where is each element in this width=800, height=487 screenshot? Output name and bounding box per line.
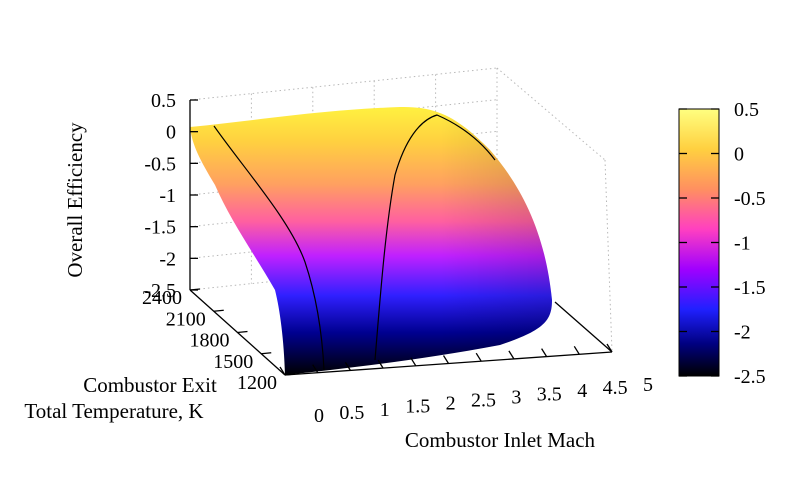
- z-tick-label-3: -1: [159, 185, 176, 207]
- z-tick-label-6: -2.5: [144, 280, 176, 302]
- x-tick-label-6: 3: [511, 386, 521, 408]
- grid-line-right-top: [496, 67, 606, 161]
- x-tick-label-3: 1.5: [405, 396, 430, 418]
- y-axis-label-line-2: Total Temperature, K: [24, 399, 203, 423]
- x-tick-9: [573, 345, 580, 355]
- x-tick-10: [606, 343, 613, 353]
- y-tick-label-3: 2100: [166, 308, 206, 330]
- x-axis-edge: [554, 301, 613, 353]
- grid-line-z-0: [189, 67, 498, 101]
- y-axis-label-line-1: Combustor Exit: [83, 373, 217, 397]
- y-tick-3: [213, 309, 224, 312]
- x-tick-3: [377, 359, 384, 369]
- tick-marks: [189, 99, 613, 376]
- colorbar-tick-label-1: 0: [734, 144, 744, 166]
- x-tick-label-10: 5: [643, 374, 653, 396]
- colorbar-ticks: 0.5 0 -0.5 -1 -1.5 -2 -2.5: [679, 99, 766, 388]
- y-tick-label-1: 1500: [213, 351, 253, 373]
- x-tick-label-8: 4: [577, 380, 587, 402]
- colorbar-tick-label-5: -2: [734, 322, 751, 344]
- tick-labels: 0.50-0.5-1-1.5-2-2.512001500180021002400…: [142, 90, 653, 427]
- colorbar-tick-label-3: -1: [734, 233, 751, 255]
- z-tick-label-2: -0.5: [144, 153, 176, 175]
- colorbar: 0.5 0 -0.5 -1 -1.5 -2 -2.5: [678, 99, 766, 388]
- z-tick-label-5: -2: [159, 248, 176, 270]
- y-tick-4: [189, 288, 201, 291]
- y-tick-2: [237, 330, 248, 334]
- x-tick-7: [508, 350, 515, 360]
- x-tick-5: [442, 355, 450, 364]
- z-axis-label: Overall Efficiency: [63, 122, 87, 278]
- y-tick-label-2: 1800: [190, 330, 230, 352]
- x-tick-label-9: 4.5: [603, 377, 628, 399]
- x-tick-label-7: 3.5: [537, 383, 562, 405]
- colorbar-tick-label-0: 0.5: [734, 99, 759, 121]
- z-tick-label-4: -1.5: [144, 217, 176, 239]
- x-tick-1: [312, 364, 319, 374]
- x-tick-label-5: 2.5: [471, 390, 496, 412]
- x-tick-label-2: 1: [380, 399, 390, 421]
- efficiency-surface: [190, 106, 552, 375]
- z-tick-label-1: 0: [166, 122, 176, 144]
- x-tick-label-0: 0: [314, 405, 324, 427]
- x-tick-label-4: 2: [446, 393, 456, 415]
- zero-contour-right: [374, 114, 496, 361]
- x-tick-6: [475, 352, 482, 362]
- y-tick-1: [261, 352, 272, 355]
- grid-line-right-side: [604, 159, 613, 353]
- colorbar-tick-label-6: -2.5: [734, 366, 766, 388]
- colorbar-tick-label-2: -0.5: [734, 188, 766, 210]
- x-tick-label-1: 0.5: [339, 402, 364, 424]
- x-tick-2: [344, 362, 351, 371]
- y-tick-label-0: 1200: [237, 372, 277, 394]
- colorbar-tick-label-4: -1.5: [734, 277, 766, 299]
- z-tick-label-0: 0.5: [151, 90, 176, 112]
- y-tick-0: [284, 373, 296, 376]
- x-axis-label: Combustor Inlet Mach: [405, 428, 596, 452]
- x-tick-4: [410, 357, 417, 367]
- x-tick-8: [541, 348, 548, 357]
- zero-contour-left: [213, 125, 325, 371]
- y-tick-label-4: 2400: [142, 287, 182, 309]
- x-tick-0: [279, 366, 286, 376]
- surface-shading: [400, 106, 552, 362]
